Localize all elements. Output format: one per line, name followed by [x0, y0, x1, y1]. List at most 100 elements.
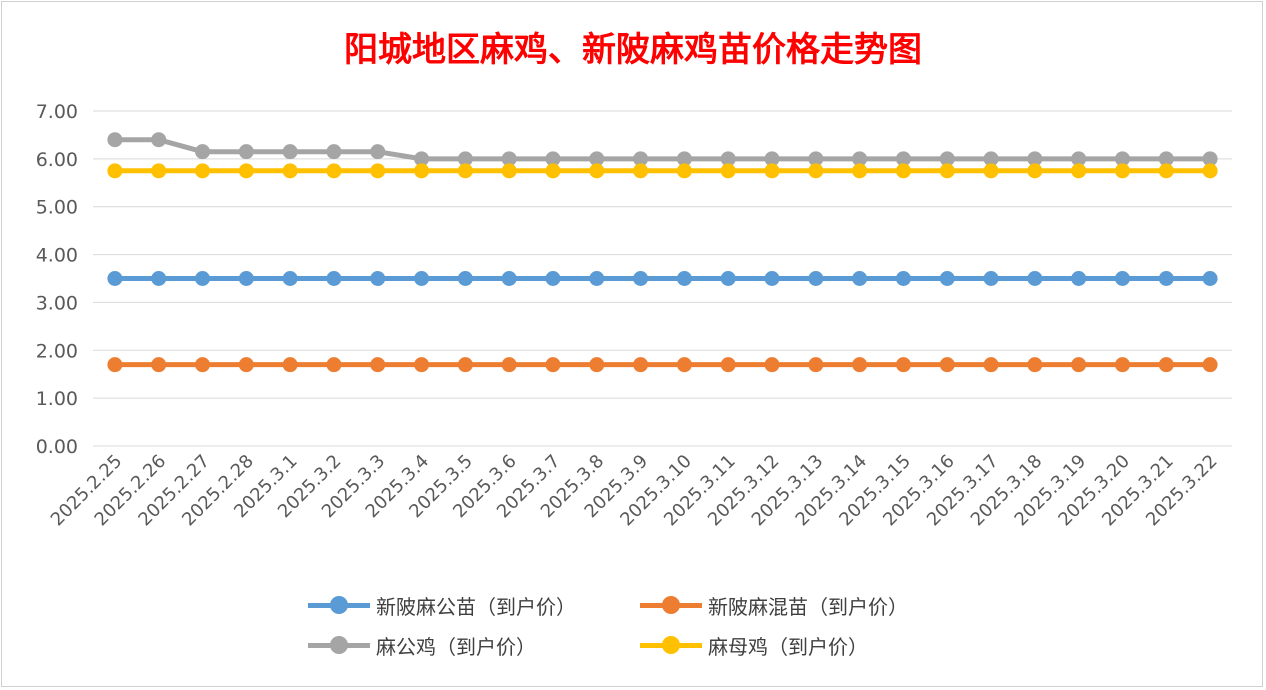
y-tick-label: 1.00 — [36, 388, 78, 410]
data-point — [808, 151, 824, 167]
data-point — [589, 271, 605, 286]
y-tick-label: 6.00 — [36, 149, 78, 171]
data-point — [501, 271, 517, 286]
data-point — [107, 132, 123, 148]
data-point — [895, 357, 911, 373]
data-point — [151, 132, 167, 148]
data-point — [720, 271, 736, 286]
data-point — [501, 163, 517, 179]
data-point — [238, 357, 254, 373]
data-point — [764, 151, 780, 167]
data-point — [195, 144, 211, 160]
series-2 — [107, 357, 1218, 373]
data-point — [545, 151, 561, 167]
data-point — [1027, 151, 1043, 167]
data-point — [1114, 151, 1130, 167]
data-point — [414, 151, 430, 167]
data-point — [633, 357, 649, 373]
series-3 — [107, 132, 1218, 167]
data-point — [326, 357, 342, 373]
data-point — [983, 151, 999, 167]
x-axis-ticks: 2025.2.252025.2.262025.2.272025.2.282025… — [47, 451, 1222, 531]
data-point — [676, 357, 692, 373]
legend-swatch-series-2 — [640, 594, 702, 616]
data-point — [983, 163, 999, 179]
data-point — [238, 163, 254, 179]
data-point — [107, 357, 123, 373]
data-point — [370, 163, 386, 179]
data-point — [895, 163, 911, 179]
data-point — [414, 271, 430, 286]
data-point — [1071, 271, 1087, 286]
data-point — [633, 271, 649, 286]
data-point — [545, 357, 561, 373]
data-point — [326, 271, 342, 286]
data-point — [414, 357, 430, 373]
data-point — [1158, 163, 1174, 179]
y-tick-label: 5.00 — [36, 197, 78, 219]
data-point — [414, 163, 430, 179]
data-point — [1027, 271, 1043, 286]
data-point — [1158, 271, 1174, 286]
data-point — [501, 151, 517, 167]
series-4 — [107, 163, 1218, 179]
series-layer — [107, 132, 1218, 373]
y-tick-label: 0.00 — [36, 436, 78, 458]
data-point — [151, 271, 167, 286]
data-point — [1071, 163, 1087, 179]
data-point — [195, 357, 211, 373]
data-point — [808, 357, 824, 373]
data-point — [282, 163, 298, 179]
data-point — [282, 144, 298, 160]
data-point — [195, 163, 211, 179]
data-point — [1071, 151, 1087, 167]
data-point — [457, 357, 473, 373]
data-point — [589, 151, 605, 167]
data-point — [895, 271, 911, 286]
data-point — [939, 151, 955, 167]
data-point — [1027, 163, 1043, 179]
data-point — [370, 271, 386, 286]
data-point — [676, 271, 692, 286]
data-point — [370, 357, 386, 373]
data-point — [1027, 357, 1043, 373]
chart-title: 阳城地区麻鸡、新陂麻鸡苗价格走势图 — [344, 30, 922, 70]
legend-label-series-4: 麻母鸡（到户价） — [708, 634, 868, 659]
legend-swatch-series-4 — [640, 634, 702, 656]
data-point — [1202, 271, 1218, 286]
data-point — [852, 357, 868, 373]
y-axis-ticks: 0.00 1.00 2.00 3.00 4.00 5.00 6.00 7.00 — [36, 101, 78, 458]
data-point — [238, 271, 254, 286]
data-point — [939, 271, 955, 286]
data-point — [107, 271, 123, 286]
data-point — [545, 163, 561, 179]
legend-item-series-2: 新陂麻混苗（到户价） — [640, 590, 908, 620]
data-point — [1114, 163, 1130, 179]
data-point — [764, 271, 780, 286]
data-point — [720, 163, 736, 179]
data-point — [1202, 357, 1218, 373]
data-point — [852, 271, 868, 286]
data-point — [983, 271, 999, 286]
y-tick-label: 2.00 — [36, 340, 78, 362]
data-point — [720, 151, 736, 167]
data-point — [633, 151, 649, 167]
legend-swatch-series-3 — [308, 634, 370, 656]
data-point — [1071, 357, 1087, 373]
data-point — [195, 271, 211, 286]
data-point — [983, 357, 999, 373]
data-point — [1158, 151, 1174, 167]
data-point — [939, 357, 955, 373]
data-point — [852, 163, 868, 179]
legend-item-series-4: 麻母鸡（到户价） — [640, 630, 868, 660]
data-point — [457, 151, 473, 167]
legend-label-series-1: 新陂麻公苗（到户价） — [376, 594, 576, 619]
data-point — [808, 163, 824, 179]
data-point — [326, 144, 342, 160]
data-point — [282, 357, 298, 373]
data-point — [1158, 357, 1174, 373]
y-tick-label: 4.00 — [36, 245, 78, 267]
y-tick-label: 7.00 — [36, 101, 78, 123]
